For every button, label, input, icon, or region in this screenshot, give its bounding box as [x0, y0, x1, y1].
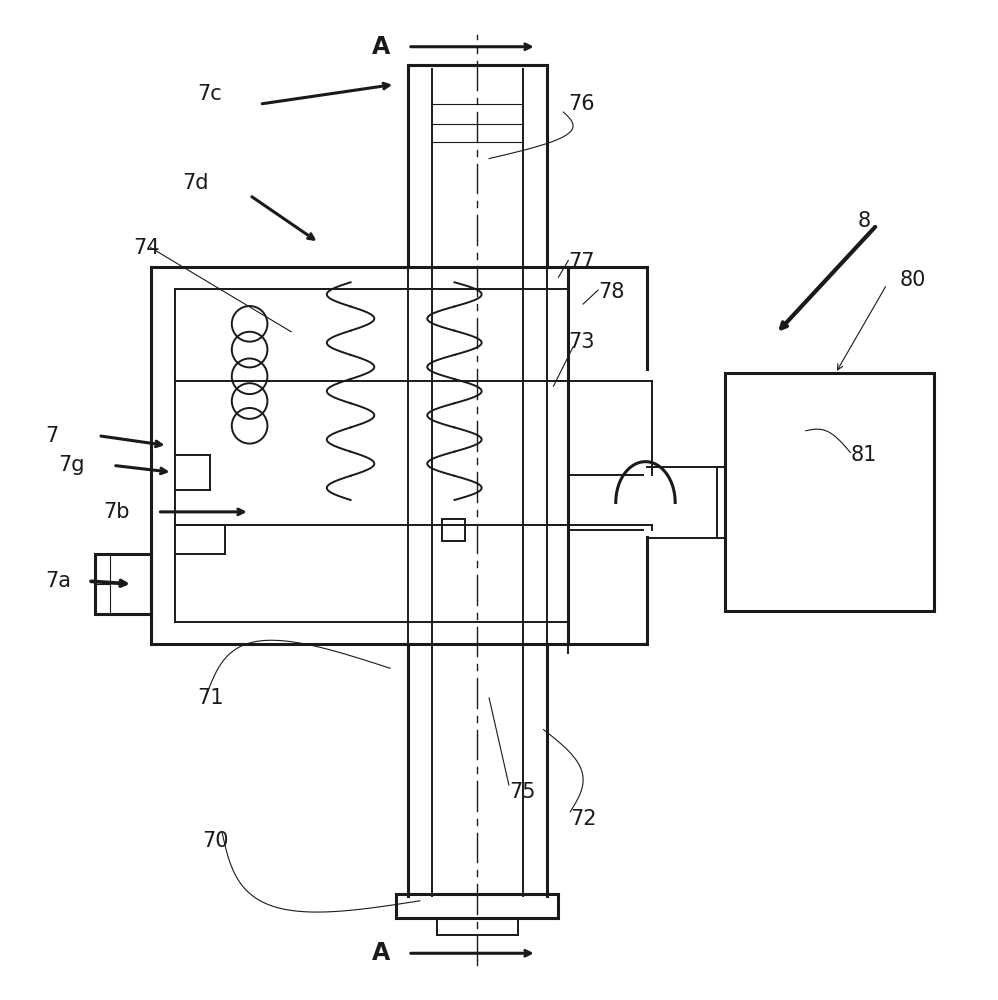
- Text: 77: 77: [568, 252, 595, 272]
- Text: 7a: 7a: [46, 571, 72, 591]
- Text: 7d: 7d: [183, 173, 209, 193]
- Text: 76: 76: [568, 94, 595, 114]
- Text: 7: 7: [46, 426, 59, 446]
- Text: 72: 72: [570, 809, 597, 829]
- Text: 81: 81: [850, 445, 876, 465]
- Text: 75: 75: [509, 782, 535, 802]
- Bar: [95, 554, 151, 614]
- Text: 7c: 7c: [198, 84, 222, 104]
- Text: 8: 8: [857, 211, 870, 231]
- Text: A: A: [372, 35, 390, 59]
- Text: 80: 80: [900, 270, 926, 290]
- Text: 70: 70: [203, 831, 229, 851]
- Bar: [725, 373, 934, 611]
- Text: 7b: 7b: [103, 502, 130, 522]
- Text: 7g: 7g: [59, 455, 85, 475]
- Text: 73: 73: [568, 332, 595, 352]
- Text: A: A: [372, 941, 390, 965]
- Text: 78: 78: [598, 282, 625, 302]
- Text: 71: 71: [198, 688, 224, 708]
- Text: 74: 74: [133, 238, 160, 258]
- Bar: [441, 519, 465, 541]
